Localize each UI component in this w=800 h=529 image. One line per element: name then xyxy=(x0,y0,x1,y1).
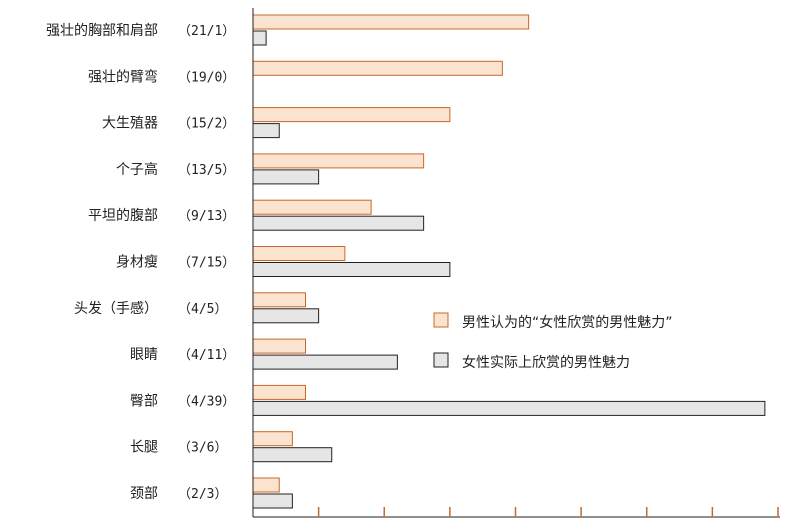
bar-male-perception xyxy=(252,477,280,493)
bar-female-actual xyxy=(252,354,398,370)
bar-male-perception xyxy=(252,14,530,30)
category-label: 臀部 xyxy=(130,393,158,409)
bar-male-perception xyxy=(252,431,293,447)
x-axis-ticks xyxy=(317,507,779,517)
category-label: 身材瘦 xyxy=(116,254,158,271)
bar-female-actual xyxy=(252,400,766,416)
category-count-label: （4/5） xyxy=(178,302,227,317)
bar-male-perception xyxy=(252,60,503,76)
bar-female-actual xyxy=(252,262,451,277)
bar-female-actual xyxy=(252,308,320,324)
category-label: 平坦的腹部 xyxy=(88,207,158,224)
bar-female-actual xyxy=(252,169,320,185)
legend: 男性认为的“女性欣赏的男性魅力” 女性实际上欣赏的男性魅力 xyxy=(433,312,673,371)
bar-male-perception xyxy=(252,107,451,123)
bars-group xyxy=(252,14,766,509)
category-count-label: （2/3） xyxy=(178,487,227,502)
category-count-label: （19/0） xyxy=(178,70,235,85)
category-count-label: （9/13） xyxy=(178,209,235,224)
category-label: 颈部 xyxy=(130,486,158,502)
category-label: 大生殖器 xyxy=(102,115,158,132)
category-label: 强壮的胸部和肩部 xyxy=(46,23,158,39)
category-count-label: （7/15） xyxy=(178,256,235,271)
bar-female-actual xyxy=(252,30,267,46)
bar-male-perception xyxy=(252,246,346,261)
category-labels-group: 强壮的胸部和肩部 （21/1） 强壮的臂弯 （19/0） 大生殖器 （15/2） 个子高 （1… xyxy=(46,23,235,502)
legend-swatch-male-perception xyxy=(433,312,449,328)
category-count-label: （13/5） xyxy=(178,163,235,178)
category-label: 长腿 xyxy=(130,440,158,456)
bar-female-actual xyxy=(252,493,293,509)
bar-male-perception xyxy=(252,153,425,169)
category-count-label: （3/6） xyxy=(178,441,227,456)
bar-male-perception xyxy=(252,338,306,354)
bar-female-actual xyxy=(252,215,425,231)
legend-label-male-perception: 男性认为的“女性欣赏的男性魅力” xyxy=(462,314,673,331)
category-label: 头发（手感） xyxy=(74,300,158,317)
category-label: 眼睛 xyxy=(130,347,158,363)
category-label: 个子高 xyxy=(116,161,158,178)
bar-male-perception xyxy=(252,199,372,215)
category-label: 强壮的臂弯 xyxy=(88,68,158,85)
bar-male-perception xyxy=(252,384,306,400)
bar-male-perception xyxy=(252,292,306,308)
category-count-label: （21/1） xyxy=(178,24,235,39)
category-count-label: （4/39） xyxy=(178,394,235,409)
category-count-label: （4/11） xyxy=(178,348,235,363)
legend-label-female-actual: 女性实际上欣赏的男性魅力 xyxy=(462,354,630,371)
bar-female-actual xyxy=(252,123,280,139)
bar-female-actual xyxy=(252,447,333,463)
category-count-label: （15/2） xyxy=(178,117,235,132)
legend-swatch-female-actual xyxy=(433,352,449,368)
